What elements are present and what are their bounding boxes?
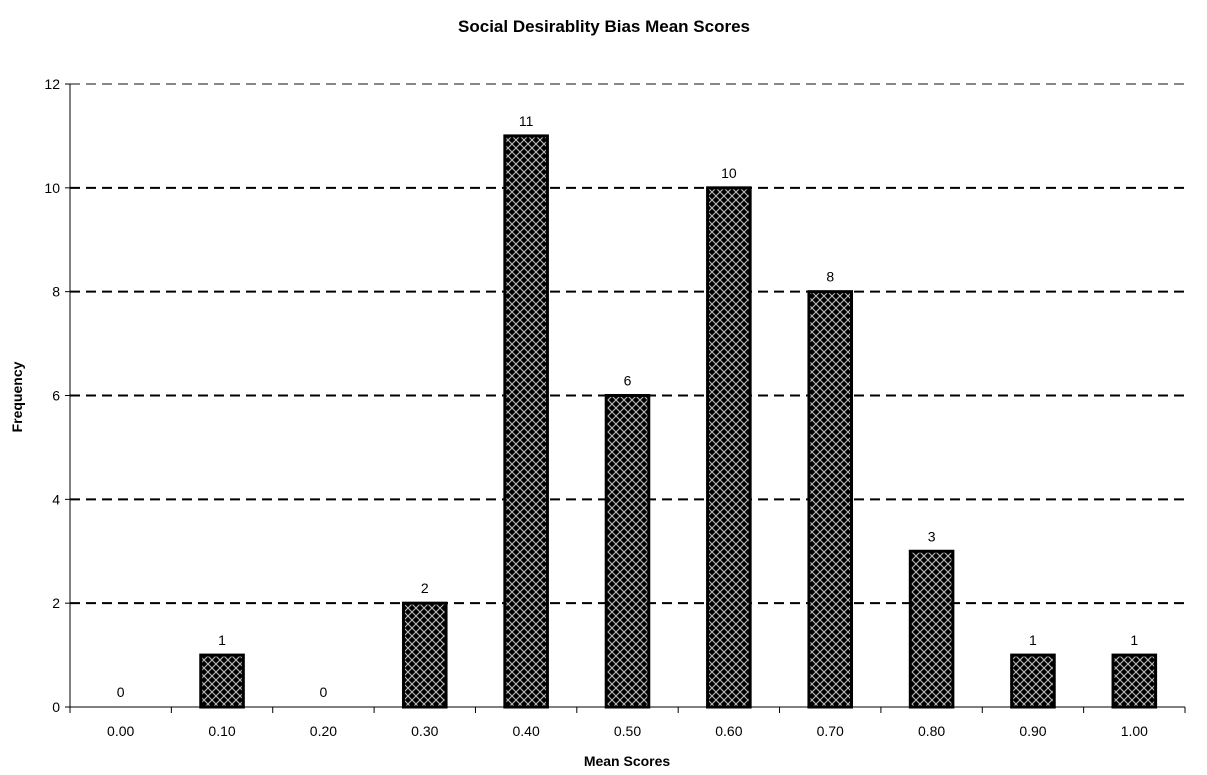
y-tick-label-0: 0 — [52, 699, 60, 715]
x-tick-label-1.00: 1.00 — [1121, 723, 1148, 739]
data-label-1.00: 1 — [1130, 632, 1138, 648]
y-tick-label-6: 6 — [52, 388, 60, 404]
gridlines — [70, 83, 1185, 605]
x-tick-label-0.20: 0.20 — [310, 723, 337, 739]
bar-0.50 — [604, 394, 651, 709]
axes — [65, 83, 1186, 713]
data-label-0.00: 0 — [117, 684, 125, 700]
data-label-0.10: 1 — [218, 632, 226, 648]
x-tick-label-0.90: 0.90 — [1019, 723, 1046, 739]
bar-0.90 — [1010, 653, 1056, 709]
data-label-0.80: 3 — [928, 528, 936, 544]
y-tick-label-2: 2 — [52, 595, 60, 611]
data-label-0.50: 6 — [624, 373, 632, 389]
x-axis-title: Mean Scores — [584, 753, 671, 769]
data-label-0.20: 0 — [320, 684, 328, 700]
y-tick-label-12: 12 — [44, 76, 60, 92]
x-tick-label-0.30: 0.30 — [411, 723, 438, 739]
chart-title: Social Desirablity Bias Mean Scores — [458, 17, 750, 36]
data-label-0.70: 8 — [826, 269, 834, 285]
bar-0.60 — [706, 186, 752, 709]
y-tick-label-4: 4 — [52, 491, 60, 507]
y-tick-label-10: 10 — [44, 180, 60, 196]
labels: 0246810120.0000.1010.2000.3020.40110.506… — [44, 76, 1148, 739]
bar-1.00 — [1111, 653, 1158, 709]
bar-0.30 — [401, 601, 448, 709]
x-tick-label-0.80: 0.80 — [918, 723, 945, 739]
bar-0.40 — [503, 134, 549, 709]
data-label-0.30: 2 — [421, 580, 429, 596]
bar-0.70 — [807, 290, 854, 709]
bar-0.80 — [908, 549, 955, 709]
x-tick-label-0.60: 0.60 — [715, 723, 742, 739]
x-tick-label-0.50: 0.50 — [614, 723, 641, 739]
data-label-0.40: 11 — [519, 113, 534, 129]
x-tick-label-0.10: 0.10 — [208, 723, 235, 739]
bar-0.10 — [199, 653, 245, 709]
y-axis-title: Frequency — [9, 361, 25, 432]
x-tick-label-0.70: 0.70 — [817, 723, 844, 739]
data-label-0.60: 10 — [721, 165, 737, 181]
x-tick-label-0.40: 0.40 — [513, 723, 540, 739]
x-tick-label-0.00: 0.00 — [107, 723, 134, 739]
data-label-0.90: 1 — [1029, 632, 1037, 648]
bars — [199, 134, 1158, 709]
y-tick-label-8: 8 — [52, 284, 60, 300]
